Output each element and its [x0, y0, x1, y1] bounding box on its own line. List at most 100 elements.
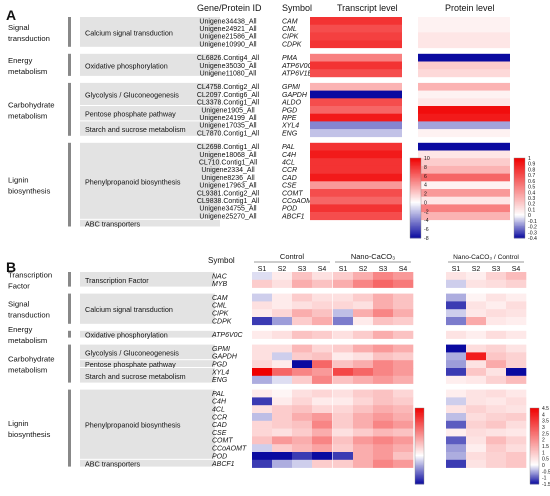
panel-b-sample-label: S1: [339, 266, 348, 273]
panel-b-heatmap-cell: [506, 389, 527, 398]
panel-b-heatmap-cell: [506, 444, 527, 453]
panel-b-heatmap-cell: [373, 344, 394, 353]
panel-b-heatmap-cell: [292, 352, 313, 361]
panel-a-symbol: ENG: [282, 130, 298, 137]
panel-b-pathway-box: [80, 389, 215, 459]
protein-cell: [418, 196, 510, 205]
protein-colorbar-segment: [514, 194, 525, 196]
transcript-cell: [310, 106, 402, 114]
transcript-cell: [310, 40, 402, 49]
panel-b-heatmap-cell: [272, 389, 293, 398]
panel-a-protein-header: Protein level: [445, 3, 495, 13]
panel-b-ratio-colorbar-tick: 2.5: [542, 431, 549, 437]
panel-b-heatmap-cell: [373, 352, 394, 361]
panel-b-heatmap-cell: [353, 279, 374, 288]
panel-b-heatmap-cell: [393, 360, 414, 369]
protein-cell: [418, 53, 510, 62]
protein-cell: [418, 142, 510, 151]
panel-b-heatmap-cell: [393, 452, 414, 461]
transcript-colorbar-tick: -6: [424, 227, 429, 233]
transcript-cell: [310, 121, 402, 130]
transcript-colorbar-segment: [410, 216, 421, 219]
panel-a-symbol: ABCF1: [281, 213, 305, 220]
panel-b-ratio-colorbar-tick: 0: [542, 463, 545, 469]
panel-a-symbol: PMA: [282, 55, 298, 62]
panel-b-heatmap-cell: [486, 397, 507, 406]
protein-colorbar-segment: [514, 234, 525, 236]
panel-b-heatmap-cell: [312, 360, 333, 369]
panel-b-pathway-box: [80, 459, 215, 467]
panel-b-heatmap-cell: [486, 360, 507, 369]
panel-b-ratio-colorbar-tick: 4: [542, 412, 545, 418]
protein-cell: [418, 173, 510, 182]
panel-b-heatmap-cell: [466, 436, 487, 445]
panel-b-heatmap-cell: [466, 272, 487, 281]
panel-b-symbol: CDPK: [212, 318, 232, 325]
panel-b-heatmap-cell: [393, 293, 414, 302]
transcript-colorbar-tick: -8: [424, 236, 429, 242]
transcript-cell: [310, 90, 402, 99]
protein-colorbar-tick: -0.4: [528, 236, 537, 242]
panel-b-heatmap-cell: [312, 389, 333, 398]
transcript-colorbar-segment: [410, 236, 421, 239]
panel-b-heatmap-cell: [466, 317, 487, 326]
protein-colorbar-segment: [514, 166, 525, 168]
panel-a-symbol: PGD: [282, 107, 297, 114]
panel-a-gene-id: Unigene2334_All: [201, 167, 255, 174]
panel-b-heatmap-cell: [466, 444, 487, 453]
protein-cell: [418, 158, 510, 167]
panel-b-heatmap-cell: [272, 360, 293, 369]
panel-b-category-label: Carbohydrate: [8, 355, 55, 364]
protein-colorbar-segment: [514, 159, 525, 162]
panel-b-heatmap-cell: [312, 330, 333, 339]
transcript-cell: [310, 69, 402, 78]
panel-b-heatmap-cell: [446, 420, 467, 429]
panel-b-mid-colorbar-segment: [415, 448, 424, 451]
panel-a-group-bar: [68, 17, 71, 47]
panel-a-pathway-label: Calcium signal transduction: [85, 28, 173, 37]
panel-b-pathway-box: [80, 272, 215, 287]
transcript-colorbar-segment: [410, 187, 421, 190]
panel-b-heatmap-cell: [353, 344, 374, 353]
panel-b-ratio-colorbar-segment: [530, 467, 539, 470]
protein-cell: [418, 204, 510, 213]
panel-a-pathway-label: ABC transporters: [85, 220, 141, 229]
panel-b-category-label: Signal: [8, 300, 30, 309]
panel-a-symbol: RPE: [282, 115, 297, 122]
panel-b-heatmap-cell: [292, 279, 313, 288]
panel-b-ratio-colorbar-segment: [530, 465, 539, 467]
protein-colorbar-tick: 0.2: [528, 202, 535, 208]
panel-b-heatmap-cell: [272, 309, 293, 318]
transcript-colorbar-segment: [410, 167, 421, 170]
panel-b-heatmap-cell: [353, 330, 374, 339]
panel-b-category-label: Factor: [8, 281, 30, 290]
panel-b-mid-colorbar-segment: [415, 414, 424, 416]
transcript-colorbar-segment: [410, 212, 421, 215]
panel-b-ratio-colorbar-segment: [530, 463, 539, 466]
panel-b-heatmap-cell: [466, 452, 487, 461]
protein-colorbar-segment: [514, 190, 525, 192]
panel-b-ratio-colorbar-segment: [530, 409, 539, 411]
panel-a-symbol-header: Symbol: [282, 3, 312, 13]
panel-b-mid-colorbar-segment: [415, 468, 424, 471]
panel-b-heatmap-cell: [353, 272, 374, 281]
panel-b-heatmap-cell: [373, 368, 394, 377]
panel-b-heatmap-cell: [312, 413, 333, 422]
panel-a-symbol: C4H: [282, 152, 297, 159]
panel-b-heatmap-cell: [486, 420, 507, 429]
panel-a-group-bar: [68, 53, 71, 76]
panel-b-heatmap-cell: [486, 330, 507, 339]
panel-b-pathway-box: [80, 330, 215, 338]
panel-a-pathway-box: [80, 106, 220, 121]
protein-colorbar-segment: [514, 228, 525, 231]
protein-cell: [418, 17, 510, 25]
protein-colorbar-segment: [514, 191, 525, 194]
panel-b-mid-colorbar-segment: [415, 430, 424, 433]
panel-b-heatmap-cell: [292, 272, 313, 281]
panel-b-ratio-colorbar-segment: [530, 429, 539, 432]
panel-b-heatmap-cell: [312, 317, 333, 326]
transcript-cell: [310, 181, 402, 190]
transcript-colorbar-segment: [410, 211, 421, 214]
panel-b-heatmap-cell: [312, 428, 333, 437]
